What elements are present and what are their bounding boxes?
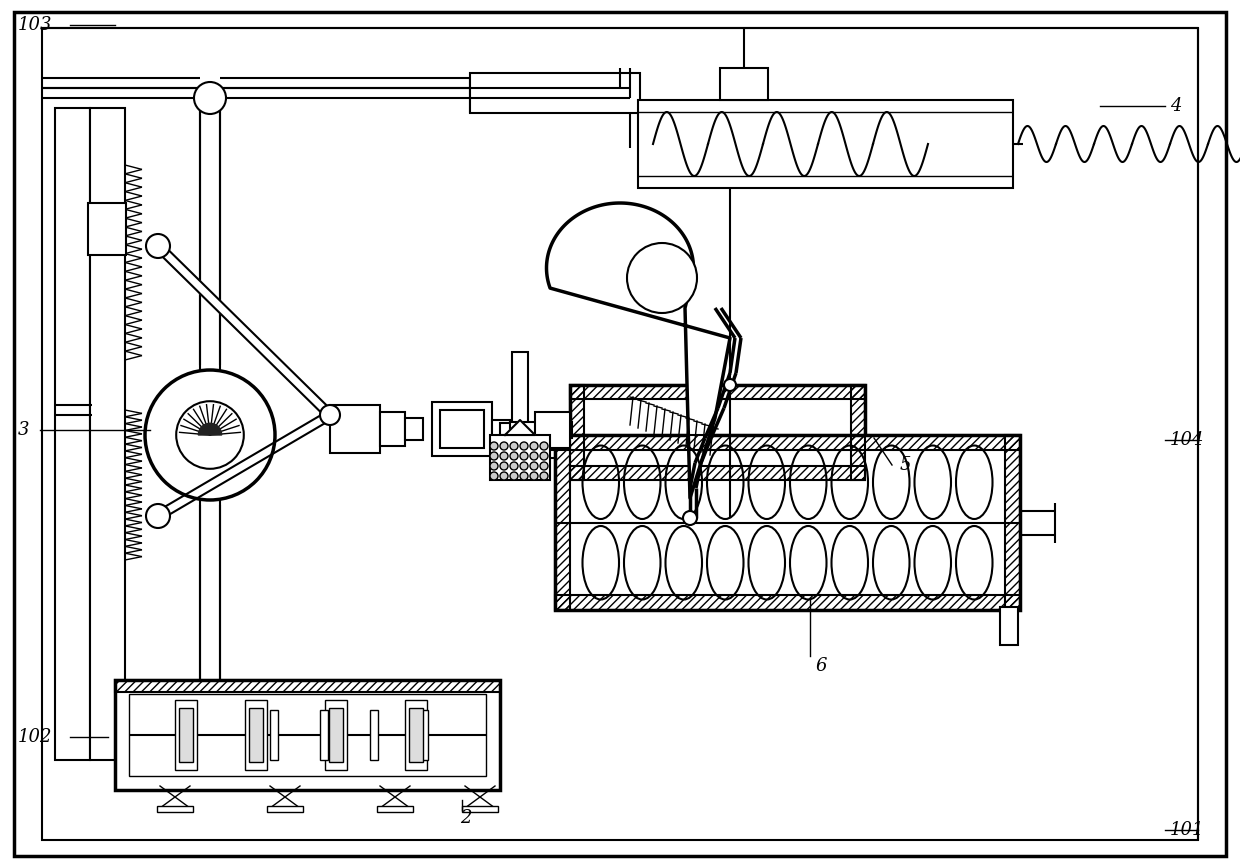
Circle shape [193,82,226,114]
Bar [440,410,484,448]
Circle shape [539,442,548,450]
Circle shape [145,370,275,500]
Bar [330,405,379,453]
Circle shape [500,462,508,470]
Bar [534,412,570,448]
Circle shape [520,472,528,480]
Text: 101: 101 [1171,821,1204,839]
Text: 4: 4 [1171,97,1182,115]
Bar [570,385,866,399]
Text: 102: 102 [19,728,52,746]
Bar [720,68,768,100]
Bar [88,203,126,255]
Bar [556,435,570,610]
Bar [405,418,423,440]
Circle shape [510,462,518,470]
Bar [1004,435,1021,610]
Bar [470,73,640,113]
Bar [270,710,278,760]
Bar [409,708,423,762]
Circle shape [539,462,548,470]
Circle shape [146,234,170,258]
Bar [570,385,584,480]
Bar [377,806,413,812]
Bar [320,710,329,760]
Polygon shape [155,243,334,418]
Circle shape [490,462,498,470]
Polygon shape [547,203,730,498]
Circle shape [490,442,498,450]
Bar [851,385,866,480]
Wedge shape [198,424,222,435]
Circle shape [176,401,244,469]
Bar [91,108,125,760]
Circle shape [146,504,170,528]
Polygon shape [156,411,332,520]
Circle shape [539,472,548,480]
Bar [492,420,510,440]
Polygon shape [505,420,534,435]
Circle shape [510,442,518,450]
Bar [157,806,193,812]
Bar [463,806,498,812]
Text: 2: 2 [460,809,471,827]
Bar [370,710,378,760]
Bar [570,385,866,480]
Circle shape [490,472,498,480]
Circle shape [539,452,548,460]
Circle shape [320,405,340,425]
Bar [405,700,427,770]
Text: 103: 103 [19,16,52,34]
Bar [329,708,343,762]
Circle shape [529,452,538,460]
Circle shape [683,511,697,525]
Bar [432,402,492,456]
Bar [246,700,267,770]
Circle shape [520,462,528,470]
Circle shape [529,442,538,450]
Bar [379,412,405,446]
Text: 6: 6 [815,657,827,675]
Bar [510,422,572,438]
Circle shape [724,379,737,391]
Text: 104: 104 [1171,431,1204,449]
Circle shape [627,243,697,313]
Circle shape [529,472,538,480]
Circle shape [500,472,508,480]
Circle shape [510,452,518,460]
Text: 5: 5 [900,456,911,474]
Circle shape [529,462,538,470]
Circle shape [500,442,508,450]
Circle shape [510,472,518,480]
Bar [420,710,428,760]
Bar [570,466,866,480]
Bar [267,806,303,812]
Circle shape [520,442,528,450]
Circle shape [520,452,528,460]
Bar [55,108,91,760]
Bar [325,700,347,770]
Bar [490,435,551,480]
Bar [639,100,1013,188]
Bar [115,680,500,790]
Text: 3: 3 [19,421,30,439]
Bar [175,700,197,770]
Bar [556,435,1021,450]
Bar [556,435,1021,610]
Circle shape [500,452,508,460]
Bar [129,694,486,776]
Circle shape [490,452,498,460]
Bar [179,708,193,762]
Bar [512,352,528,435]
Bar [556,595,1021,610]
Bar [500,423,539,435]
Bar [249,708,263,762]
Bar [115,680,500,692]
Bar [999,607,1018,645]
